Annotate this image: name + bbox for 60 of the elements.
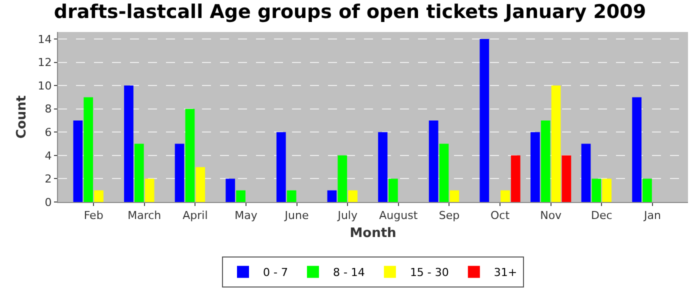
x-tick-label: Jan (642, 209, 661, 222)
bar (226, 178, 236, 202)
bar (540, 120, 550, 202)
x-tick-label: Nov (540, 209, 562, 222)
y-tick-label: 12 (38, 56, 52, 70)
legend-label: 31+ (494, 266, 518, 280)
x-tick-label: March (128, 209, 162, 222)
bar (185, 108, 195, 202)
x-tick-label: Feb (84, 209, 104, 222)
x-tick-label: July (336, 209, 358, 222)
x-tick-label: August (379, 209, 418, 222)
bar (581, 144, 591, 202)
bar (500, 190, 510, 202)
bar (378, 132, 388, 202)
y-axis-title: Count (14, 95, 30, 139)
chart-title: drafts-lastcall Age groups of open tickets January 2009 (54, 0, 646, 23)
x-tick-label: Dec (590, 209, 612, 222)
bar (73, 120, 83, 202)
y-tick-label: 4 (44, 149, 52, 162)
y-tick-label: 2 (44, 172, 52, 186)
x-tick-label: Sep (438, 209, 460, 222)
bar (348, 190, 358, 202)
bar (480, 38, 490, 202)
bar (602, 178, 612, 202)
bar (388, 178, 398, 202)
x-tick-label: Oct (490, 209, 510, 222)
bar (530, 132, 540, 202)
bar (338, 155, 348, 202)
bar (84, 97, 94, 202)
legend-label: 0 - 7 (263, 266, 288, 280)
bar (286, 190, 296, 202)
bar (276, 132, 286, 202)
bar (642, 178, 652, 202)
y-tick-label: 14 (38, 32, 52, 46)
bar (551, 86, 561, 202)
bar (327, 190, 337, 202)
x-axis-title: Month (350, 226, 396, 241)
bar (94, 190, 104, 202)
legend-label: 15 - 30 (410, 266, 449, 280)
y-tick-label: 0 (44, 196, 52, 209)
bar (196, 167, 206, 202)
bar (174, 144, 184, 202)
x-tick-label: June (284, 209, 309, 222)
x-tick-label: April (182, 209, 208, 222)
bar (439, 144, 449, 202)
bar (124, 86, 134, 202)
bar (632, 97, 642, 202)
bar (134, 144, 144, 202)
bar (450, 190, 460, 202)
bar (562, 155, 572, 202)
bar (236, 190, 246, 202)
bar (592, 178, 602, 202)
bar (428, 120, 438, 202)
y-tick-label: 10 (38, 79, 52, 92)
y-tick-label: 8 (44, 102, 52, 116)
bar (510, 155, 520, 202)
x-tick-label: May (234, 209, 258, 222)
y-tick-label: 6 (44, 126, 52, 139)
bar (144, 178, 154, 202)
legend-label: 8 - 14 (332, 266, 365, 280)
